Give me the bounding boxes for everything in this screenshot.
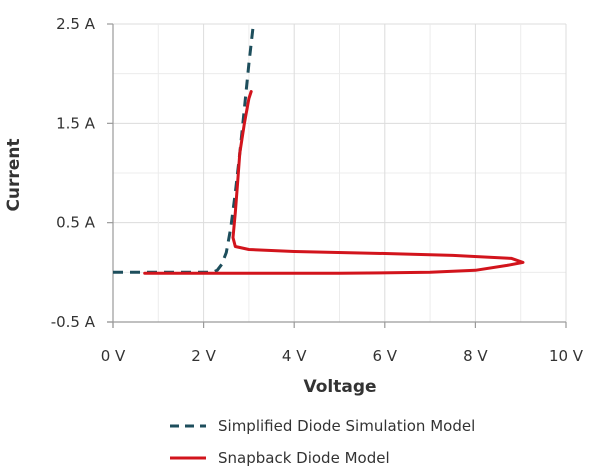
axes [107,23,567,328]
x-tick-label: 6 V [373,347,398,365]
y-tick-label: -0.5 A [51,313,96,331]
grid [112,23,567,323]
x-tick-label: 8 V [463,347,488,365]
x-tick-label: 2 V [191,347,216,365]
x-axis-title: Voltage [303,377,376,397]
legend-item-simplified: Simplified Diode Simulation Model [168,410,588,442]
y-tick-label: 1.5 A [56,114,96,132]
y-tick-label: 2.5 A [56,15,96,33]
tick-labels: -0.5 A 0.5 A 1.5 A 2.5 A 0 V 2 V 4 V 6 V 8 V 10 V [51,15,584,365]
chart: -0.5 A 0.5 A 1.5 A 2.5 A 0 V 2 V 4 V 6 V 8 V 10 V… [4,15,584,397]
x-tick-label: 10 V [549,347,584,365]
series-layer [113,23,525,275]
x-tick-label: 4 V [282,347,307,365]
y-axis-title: Current [4,138,24,211]
series-line-snapback [143,90,525,275]
legend-label-simplified: Simplified Diode Simulation Model [218,417,476,435]
y-tick-label: 0.5 A [56,214,96,232]
legend: Simplified Diode Simulation Model Snapba… [168,410,588,474]
legend-swatch-solid [168,452,208,464]
legend-item-snapback: Snapback Diode Model [168,442,588,474]
legend-label-snapback: Snapback Diode Model [218,449,390,467]
legend-swatch-dashed [168,420,208,432]
x-tick-label: 0 V [101,347,126,365]
